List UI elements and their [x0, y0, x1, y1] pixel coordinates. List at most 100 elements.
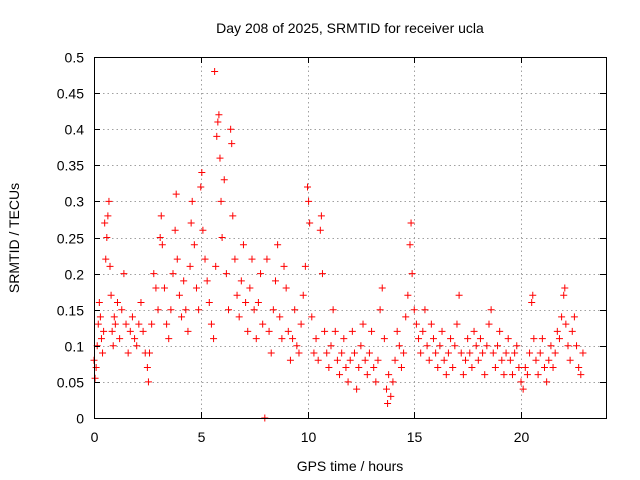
data-point [314, 356, 322, 364]
data-point [216, 154, 224, 162]
data-points [90, 67, 587, 422]
x-tick-label: 5 [198, 429, 206, 445]
data-point [346, 356, 354, 364]
data-point [211, 67, 219, 75]
data-point [447, 335, 455, 343]
data-point [252, 335, 260, 343]
data-point [350, 349, 358, 357]
data-point [368, 327, 376, 335]
data-point [561, 284, 569, 292]
data-point [336, 371, 344, 379]
data-point [99, 349, 107, 357]
data-point [451, 342, 459, 350]
data-point [190, 241, 198, 249]
data-point [231, 255, 239, 263]
data-point [487, 306, 495, 314]
data-point [203, 277, 211, 285]
data-point [94, 320, 102, 328]
data-point [135, 320, 143, 328]
data-point [301, 262, 309, 270]
data-point [577, 371, 585, 379]
data-point [434, 363, 442, 371]
data-point [508, 371, 516, 379]
data-point [186, 262, 194, 270]
data-point [152, 284, 160, 292]
data-point [438, 327, 446, 335]
data-point [304, 183, 312, 191]
data-point [327, 342, 335, 350]
y-axis-label: SRMTID / TECUs [6, 183, 22, 293]
data-point [338, 349, 346, 357]
data-point [412, 320, 420, 328]
data-point [131, 335, 139, 343]
data-point [455, 291, 463, 299]
data-point [228, 140, 236, 148]
data-point [549, 363, 557, 371]
data-point [214, 118, 222, 126]
data-point [306, 219, 314, 227]
data-point [453, 320, 461, 328]
data-point [103, 234, 111, 241]
data-point [218, 234, 226, 241]
data-point [225, 306, 233, 314]
data-point [519, 385, 527, 393]
data-point [133, 342, 141, 350]
data-point [331, 327, 339, 335]
data-point [171, 226, 179, 234]
data-point [370, 363, 378, 371]
data-point [479, 349, 487, 357]
data-point [363, 371, 371, 379]
data-point [97, 335, 105, 343]
data-point [372, 378, 380, 386]
data-point [259, 320, 267, 328]
data-point [248, 255, 256, 263]
y-tick-label: 0.5 [65, 50, 85, 66]
data-point [383, 385, 391, 393]
data-point [395, 342, 403, 350]
data-point [545, 356, 553, 364]
data-point [323, 349, 331, 357]
data-point [393, 327, 401, 335]
data-point [169, 270, 177, 278]
y-tick-label: 0.45 [57, 86, 84, 102]
data-point [385, 371, 393, 379]
data-point [513, 342, 521, 350]
data-point [289, 335, 297, 343]
data-point [376, 306, 384, 314]
data-point [494, 342, 502, 350]
data-point [511, 349, 519, 357]
gridlines [94, 57, 606, 418]
data-point [472, 342, 480, 350]
data-point [116, 335, 124, 343]
data-point [139, 327, 147, 335]
data-point [173, 255, 181, 263]
data-point [143, 363, 151, 371]
data-point [429, 335, 437, 343]
data-point [573, 342, 581, 350]
data-point [406, 241, 414, 249]
y-tick-label: 0.05 [57, 375, 84, 391]
data-point [213, 132, 221, 140]
data-point [257, 270, 265, 278]
data-point [235, 313, 243, 321]
data-point [237, 277, 245, 285]
data-point [118, 306, 126, 314]
data-point [543, 378, 551, 386]
data-point [144, 378, 152, 386]
data-point [555, 335, 563, 343]
data-point [297, 320, 305, 328]
data-point [340, 335, 348, 343]
data-point [271, 277, 279, 285]
data-point [215, 111, 223, 119]
data-point [111, 320, 119, 328]
data-point [172, 190, 180, 198]
data-point [407, 219, 415, 227]
data-point [474, 356, 482, 364]
data-point [466, 349, 474, 357]
data-point [517, 378, 525, 386]
data-point [421, 306, 429, 314]
data-point [570, 313, 578, 321]
data-point [408, 270, 416, 278]
data-point [562, 320, 570, 328]
